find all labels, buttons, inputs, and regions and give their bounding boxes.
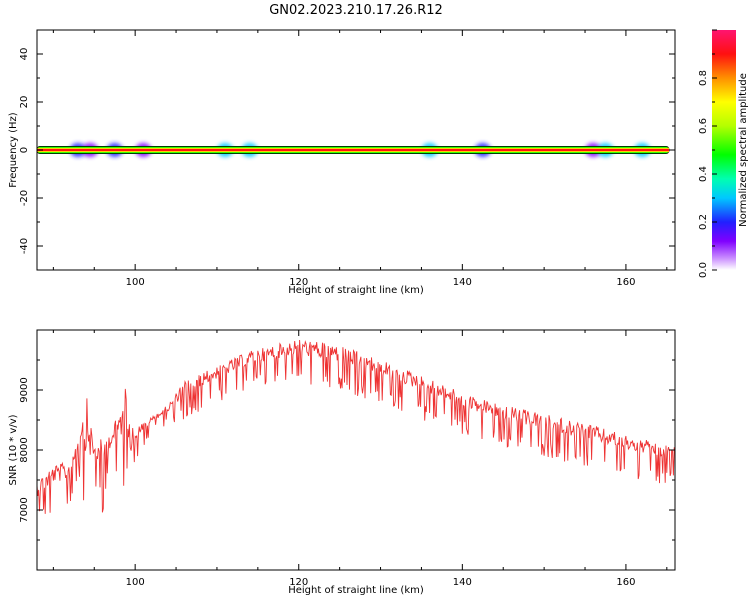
snr-y-tick-label: 7000 xyxy=(19,497,30,522)
snr-y-tick-label: 8000 xyxy=(19,437,30,462)
spectrogram-x-tick-label: 100 xyxy=(126,277,145,288)
colorbar-tick-label: 0.8 xyxy=(698,70,709,86)
spectrogram-panel: 100 120 140 160 -40 -20 0 20 40 Height of straig… xyxy=(8,29,676,296)
snr-x-tick-label: 120 xyxy=(289,577,308,588)
figure-title: GN02.2023.210.17.26.R12 xyxy=(269,3,443,18)
spectrogram-x-tick-label: 120 xyxy=(289,277,308,288)
snr-series-line xyxy=(37,339,675,514)
spectrogram-y-tick-label: 0 xyxy=(19,147,30,153)
snr-x-tick-label: 140 xyxy=(453,577,472,588)
snr-x-axis-label: Height of straight line (km) xyxy=(288,585,424,596)
snr-x-tick-label: 160 xyxy=(616,577,635,588)
spectrogram-y-axis-label: Frequency (Hz) xyxy=(8,112,19,188)
spectrogram-x-tick-label: 160 xyxy=(616,277,635,288)
snr-x-tick-label: 100 xyxy=(126,577,145,588)
spectrogram-x-tick-label: 140 xyxy=(453,277,472,288)
spectral-band-core xyxy=(37,148,669,152)
spectrogram-y-tick-label: 40 xyxy=(19,48,30,61)
spectrogram-y-tick-label: 20 xyxy=(19,96,30,109)
colorbar-tick-label: 0.4 xyxy=(698,166,709,182)
spectrogram-y-tick-label: -40 xyxy=(19,238,30,254)
colorbar-gradient xyxy=(712,30,736,270)
colorbar-tick-label: 0.0 xyxy=(698,262,709,278)
colorbar: 0.0 0.2 0.4 0.6 0.8 Normalized spectral ampl… xyxy=(698,29,749,278)
snr-y-axis-label: SNR (10 * v/v) xyxy=(8,414,19,485)
spectrogram-y-tick-label: -20 xyxy=(19,190,30,206)
colorbar-label: Normalized spectral amplitude xyxy=(738,73,749,227)
colorbar-tick-label: 0.2 xyxy=(698,214,709,230)
snr-y-tick-label: 9000 xyxy=(19,377,30,402)
spectrogram-x-axis-label: Height of straight line (km) xyxy=(288,285,424,296)
colorbar-tick-label: 0.6 xyxy=(698,118,709,134)
snr-panel: 100 120 140 160 7000 8000 9000 Height of strai… xyxy=(8,329,676,596)
